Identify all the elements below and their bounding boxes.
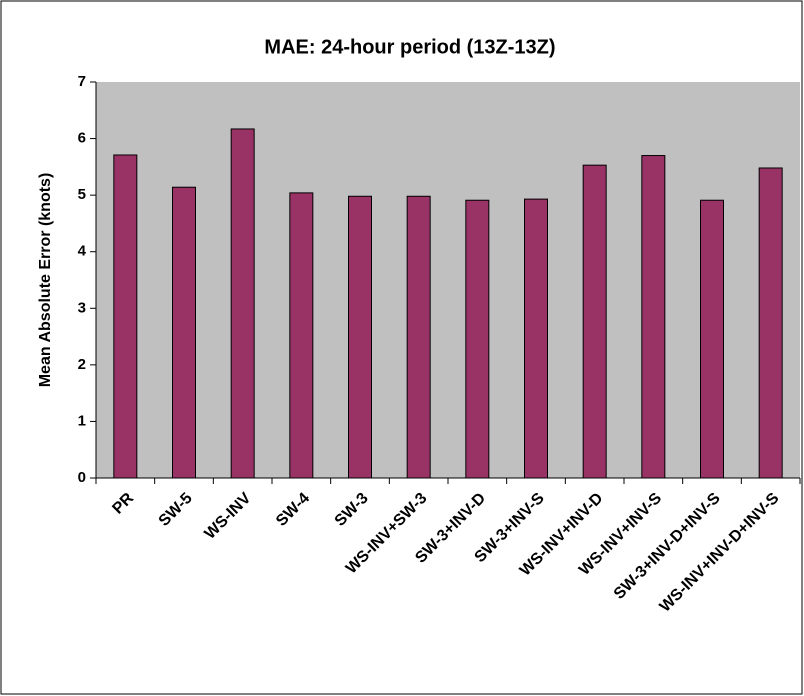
bar (406, 195, 431, 479)
bar (700, 199, 724, 479)
bar (348, 195, 372, 479)
bar (465, 199, 490, 479)
y-tick-label: 5 (78, 186, 86, 203)
y-tick-label: 7 (78, 73, 86, 90)
chart-title: MAE: 24-hour period (13Z-13Z) (264, 36, 555, 58)
bar (758, 167, 783, 479)
y-tick-label: 4 (78, 243, 87, 260)
y-tick-label: 6 (78, 130, 86, 147)
bar (289, 192, 314, 479)
y-tick-label: 1 (78, 412, 86, 429)
plot-background (96, 82, 800, 478)
y-axis-title: Mean Absolute Error (knots) (37, 173, 54, 388)
bar (524, 198, 548, 479)
bar (113, 154, 138, 479)
bar (230, 128, 255, 479)
y-tick-label: 3 (78, 299, 86, 316)
bar (172, 186, 196, 479)
bar (641, 155, 666, 479)
y-tick-label: 2 (78, 356, 86, 373)
bar (582, 164, 607, 479)
y-tick-label: 0 (78, 469, 86, 486)
